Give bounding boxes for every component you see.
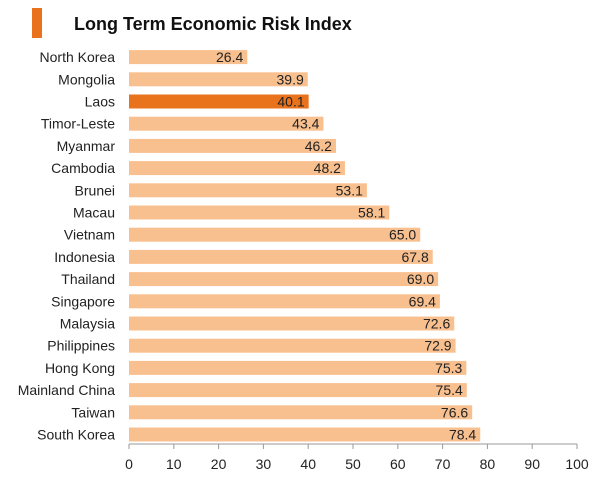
category-label-macau: Macau [73, 205, 115, 221]
x-tick-label-90: 90 [524, 456, 540, 472]
x-axis: 0 10 20 30 40 50 60 70 80 90 100 [125, 443, 589, 472]
data-label-singapore: 69.4 [409, 293, 436, 309]
bar-hong-kong [129, 360, 467, 375]
x-tick-label-0: 0 [125, 456, 133, 472]
category-label-thailand: Thailand [61, 271, 115, 287]
bar-indonesia [129, 249, 433, 264]
x-tick-label-10: 10 [166, 456, 182, 472]
title-marker [32, 8, 42, 38]
category-label-singapore: Singapore [51, 293, 115, 309]
bar-philippines [129, 338, 456, 353]
bar-north-korea [129, 50, 248, 65]
data-label-myanmar: 46.2 [305, 138, 332, 154]
data-label-south-korea: 78.4 [449, 427, 476, 443]
category-label-brunei: Brunei [75, 182, 115, 198]
x-tick-label-20: 20 [211, 456, 227, 472]
category-label-hong-kong: Hong Kong [45, 360, 115, 376]
category-label-timor-leste: Timor-Leste [41, 116, 115, 132]
data-label-vietnam: 65.0 [389, 227, 416, 243]
x-tick-label-30: 30 [256, 456, 272, 472]
bar-laos [129, 94, 309, 109]
category-label-north-korea: North Korea [40, 49, 116, 65]
bar-brunei [129, 183, 367, 198]
category-label-indonesia: Indonesia [54, 249, 115, 265]
category-label-laos: Laos [85, 94, 115, 110]
category-label-mainland-china: Mainland China [18, 382, 115, 398]
data-label-philippines: 72.9 [424, 338, 451, 354]
bar-macau [129, 205, 390, 220]
bar-vietnam [129, 227, 421, 242]
bar-taiwan [129, 405, 473, 420]
data-label-macau: 58.1 [358, 205, 385, 221]
data-label-north-korea: 26.4 [216, 49, 243, 65]
data-label-cambodia: 48.2 [314, 160, 341, 176]
data-label-laos: 40.1 [277, 94, 304, 110]
x-tick-label-80: 80 [480, 456, 496, 472]
bar-mainland-china [129, 383, 467, 398]
x-tick-label-40: 40 [300, 456, 316, 472]
data-label-mainland-china: 75.4 [436, 382, 463, 398]
data-label-timor-leste: 43.4 [292, 116, 319, 132]
bar-myanmar [129, 138, 336, 153]
x-tick-label-100: 100 [565, 456, 589, 472]
data-label-hong-kong: 75.3 [435, 360, 462, 376]
category-label-south-korea: South Korea [37, 427, 115, 443]
data-label-thailand: 69.0 [407, 271, 434, 287]
data-label-brunei: 53.1 [336, 182, 363, 198]
bar-mongolia [129, 72, 308, 87]
bar-south-korea [129, 427, 481, 442]
data-label-malaysia: 72.6 [423, 316, 450, 332]
bar-thailand [129, 272, 439, 287]
bars-group: North Korea 26.4 Mongolia 39.9 Laos 40.1 Timor… [18, 49, 481, 443]
bar-cambodia [129, 161, 345, 176]
data-label-indonesia: 67.8 [401, 249, 428, 265]
chart-title: Long Term Economic Risk Index [74, 14, 352, 34]
x-tick-label-70: 70 [435, 456, 451, 472]
category-label-taiwan: Taiwan [71, 404, 115, 420]
category-label-philippines: Philippines [47, 338, 115, 354]
bar-timor-leste [129, 116, 324, 131]
bar-singapore [129, 294, 440, 309]
category-label-cambodia: Cambodia [51, 160, 115, 176]
bar-malaysia [129, 316, 455, 331]
category-label-myanmar: Myanmar [57, 138, 116, 154]
category-label-mongolia: Mongolia [58, 71, 115, 87]
data-label-taiwan: 76.6 [441, 404, 468, 420]
category-label-malaysia: Malaysia [60, 316, 115, 332]
x-tick-label-60: 60 [390, 456, 406, 472]
x-tick-label-50: 50 [345, 456, 361, 472]
data-label-mongolia: 39.9 [277, 71, 304, 87]
category-label-vietnam: Vietnam [64, 227, 115, 243]
